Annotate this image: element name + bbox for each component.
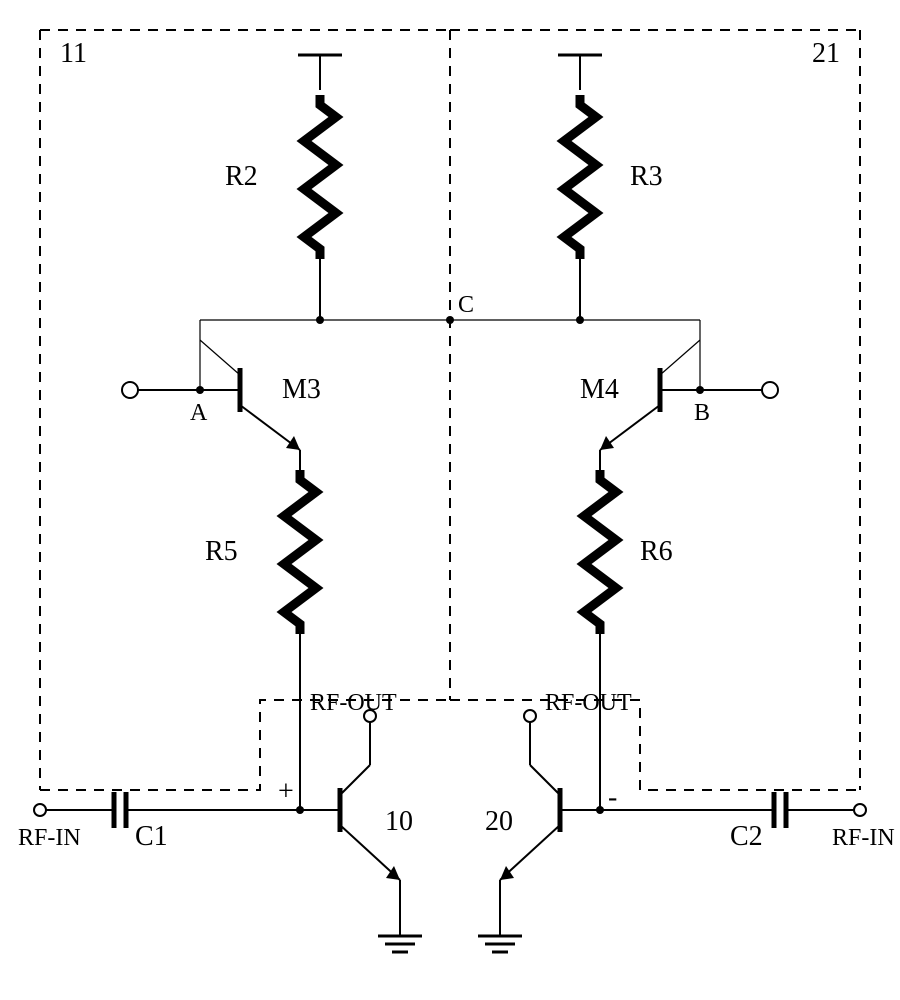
- label-q10: 10: [385, 806, 413, 837]
- transistor-m4: [600, 340, 770, 450]
- node-a-label: A: [190, 400, 208, 426]
- label-c1: C1: [135, 821, 168, 852]
- terminal-a: [122, 382, 138, 398]
- resistor-r3: [564, 95, 596, 320]
- rf-out-right: [524, 710, 536, 740]
- node-c-label: C: [458, 292, 474, 318]
- label-m3: M3: [282, 374, 321, 405]
- label-r6: R6: [640, 536, 673, 567]
- terminal-b: [762, 382, 778, 398]
- vdd-right: [558, 55, 602, 90]
- dashed-box-left: [40, 30, 450, 790]
- resistor-r5: [284, 470, 316, 634]
- label-q20: 20: [485, 806, 513, 837]
- ground-right: [478, 918, 522, 952]
- box-left-label: 11: [60, 38, 87, 69]
- transistor-m3: [130, 340, 300, 450]
- node-b-label: B: [694, 400, 710, 426]
- box-right-label: 21: [812, 38, 840, 69]
- resistor-r6: [584, 470, 616, 634]
- transistor-q20: [500, 740, 600, 918]
- label-rf-out-l: RF-OUT: [310, 690, 397, 716]
- minus-label: -: [608, 782, 617, 813]
- resistor-r2: [304, 95, 336, 320]
- plus-label: +: [278, 776, 294, 807]
- label-rf-in-l: RF-IN: [18, 825, 81, 851]
- label-r3: R3: [630, 161, 663, 192]
- label-r5: R5: [205, 536, 238, 567]
- vdd-left: [298, 55, 342, 90]
- dashed-box-right: [450, 30, 860, 790]
- ground-left: [378, 918, 422, 952]
- label-m4: M4: [580, 374, 619, 405]
- label-c2: C2: [730, 821, 763, 852]
- label-rf-in-r: RF-IN: [832, 825, 895, 851]
- label-rf-out-r: RF-OUT: [545, 690, 632, 716]
- label-r2: R2: [225, 161, 258, 192]
